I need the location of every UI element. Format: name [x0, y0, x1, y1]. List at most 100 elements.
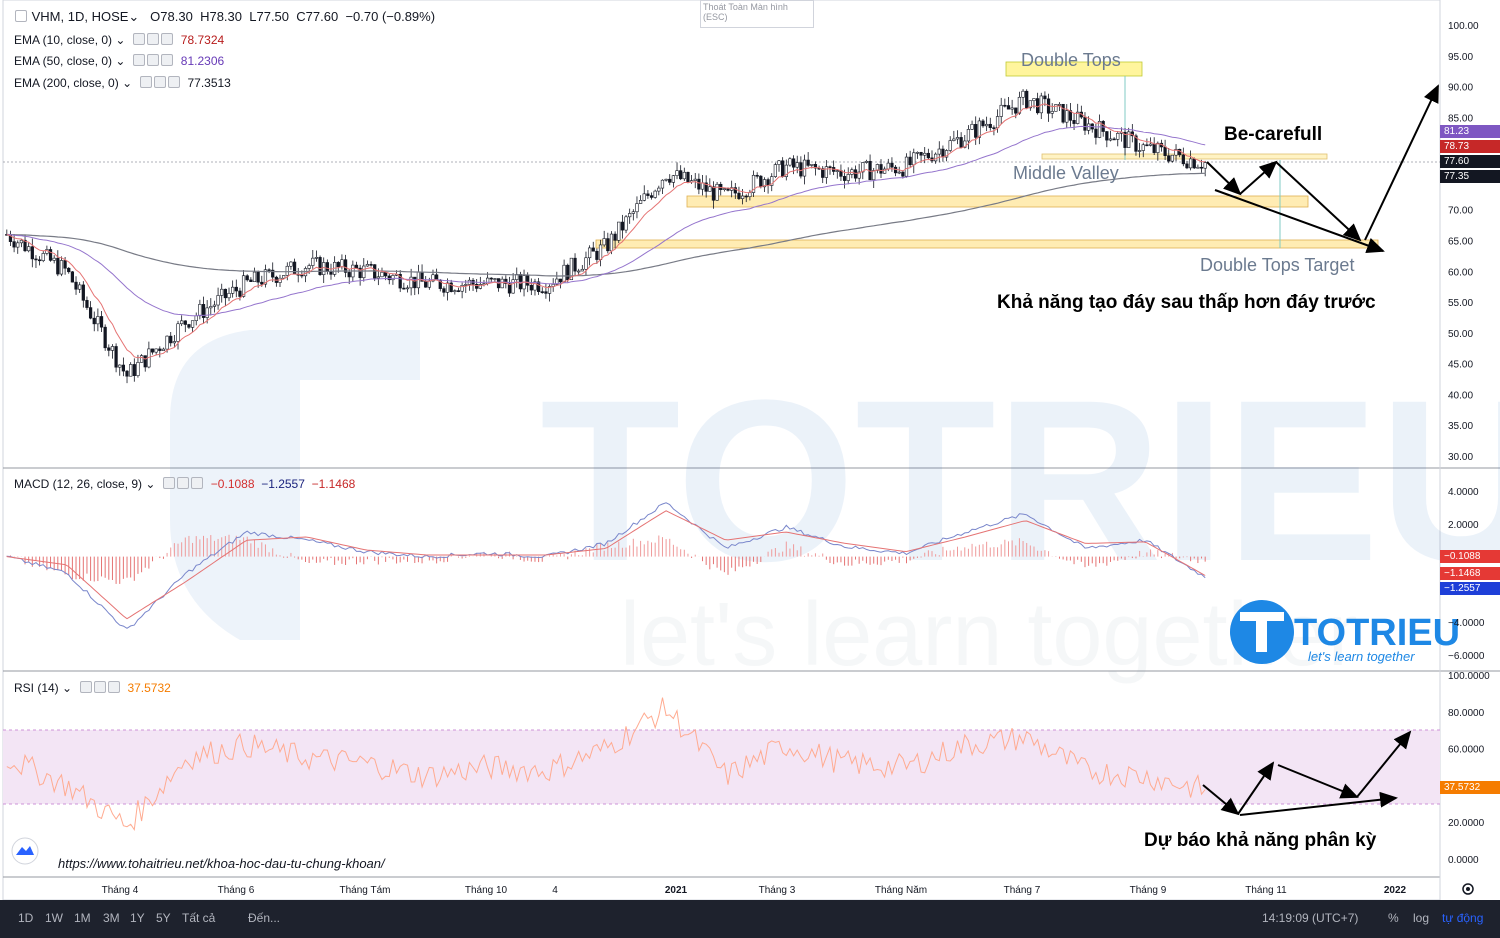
gear-icon[interactable]	[147, 54, 160, 66]
candle-body	[864, 160, 869, 163]
candle-body	[34, 258, 38, 261]
candle-body	[602, 238, 606, 246]
candle-body	[587, 247, 592, 259]
close-icon[interactable]	[161, 54, 174, 66]
candle-body	[180, 320, 184, 325]
exit-fullscreen-hint[interactable]: Thoát Toàn Màn hình (ESC)	[700, 0, 814, 28]
chevron-down-icon[interactable]: ⌄	[115, 54, 126, 68]
candle-body	[1072, 120, 1076, 124]
candle-body	[842, 176, 847, 181]
range-5y[interactable]: 5Y	[156, 911, 171, 925]
candle-body	[580, 268, 584, 272]
candle-body	[1196, 166, 1200, 169]
eye-icon[interactable]	[139, 76, 152, 88]
macd-tick-label: −4.0000	[1448, 618, 1485, 629]
candle-body	[566, 264, 570, 281]
time-tick-label: Tháng Năm	[875, 885, 927, 896]
eye-icon[interactable]	[79, 681, 92, 693]
candle-body	[966, 129, 971, 142]
gear-icon[interactable]	[93, 681, 106, 693]
chevron-down-icon[interactable]: ⌄	[62, 681, 73, 695]
course-url[interactable]: https://www.tohaitrieu.net/khoa-hoc-dau-…	[58, 856, 386, 871]
ema10-label[interactable]: EMA (10, close, 0)	[14, 33, 113, 47]
candle-body	[354, 264, 359, 269]
clock[interactable]: 14:19:09 (UTC+7)	[1262, 911, 1359, 925]
close-icon[interactable]	[191, 477, 204, 489]
eye-icon[interactable]	[133, 54, 146, 66]
range-all[interactable]: Tất cả	[182, 911, 216, 925]
eye-icon[interactable]	[133, 33, 146, 45]
gear-icon[interactable]	[177, 477, 190, 489]
time-tick-label: Tháng 7	[1004, 885, 1041, 896]
candle-body	[915, 152, 920, 154]
gear-icon[interactable]	[153, 76, 166, 88]
auto-toggle[interactable]: tự động	[1442, 911, 1484, 925]
price-tick-label: 60.00	[1448, 267, 1473, 278]
ema50-label[interactable]: EMA (50, close, 0)	[14, 54, 113, 68]
eye-icon[interactable]	[163, 477, 176, 489]
candle-body	[107, 347, 111, 351]
macd-label[interactable]: MACD (12, 26, close, 9)	[14, 477, 143, 491]
settings-gear-icon[interactable]	[1462, 883, 1474, 895]
candle-body	[391, 275, 395, 281]
chevron-down-icon[interactable]: ⌄	[122, 76, 133, 90]
range-1y[interactable]: 1Y	[130, 911, 145, 925]
ema200-label[interactable]: EMA (200, close, 0)	[14, 76, 119, 90]
range-3m[interactable]: 3M	[103, 911, 120, 925]
time-axis[interactable]: Tháng 4 Tháng 6 Tháng Tám Tháng 10 4 2021 Thán…	[102, 885, 1407, 896]
candle-body	[773, 164, 777, 177]
candle-body	[974, 124, 978, 138]
candle-body	[740, 195, 745, 199]
candle-body	[507, 283, 512, 294]
range-1w[interactable]: 1W	[45, 911, 63, 925]
candle-body	[1170, 154, 1175, 162]
candle-body	[424, 281, 428, 288]
close-icon[interactable]	[107, 681, 120, 693]
time-tick-label: 4	[552, 885, 558, 896]
candle-body	[431, 274, 435, 282]
close-icon[interactable]	[167, 76, 180, 88]
gear-icon[interactable]	[147, 33, 160, 45]
chevron-down-icon[interactable]: ⌄	[115, 33, 126, 47]
candle-body	[260, 281, 264, 285]
chevron-down-icon[interactable]: ⌄	[145, 477, 156, 491]
candle-body	[216, 295, 220, 306]
symbol-name[interactable]: VHM, 1D, HOSE	[31, 9, 129, 24]
middle-valley-label: Middle Valley	[1013, 163, 1119, 183]
rsi-tick-label: 80.0000	[1448, 708, 1485, 719]
close-icon[interactable]	[161, 33, 174, 45]
candle-body	[999, 104, 1003, 117]
candle-body	[504, 278, 508, 284]
candle-body	[1137, 150, 1142, 152]
candle-body	[336, 262, 340, 268]
candle-body	[835, 170, 839, 172]
candle-body	[398, 274, 402, 289]
collapse-icon[interactable]	[15, 10, 27, 22]
candle-body	[540, 291, 544, 293]
candle-body	[307, 265, 311, 269]
range-1d[interactable]: 1D	[18, 911, 34, 925]
candle-body	[1097, 121, 1102, 138]
candle-body	[536, 281, 541, 292]
log-toggle[interactable]: log	[1413, 911, 1430, 925]
percent-toggle[interactable]: %	[1388, 911, 1399, 925]
candle-body	[1032, 98, 1036, 102]
goto-date-button[interactable]: Đến...	[248, 911, 281, 925]
chevron-down-icon[interactable]: ⌄	[128, 9, 140, 24]
candle-body	[318, 257, 322, 275]
tradingview-logo-icon[interactable]	[11, 837, 39, 865]
candle-body	[449, 282, 453, 292]
candle-body	[799, 162, 803, 177]
rsi-label[interactable]: RSI (14)	[14, 681, 59, 695]
macd-value: −1.2557	[261, 477, 305, 491]
range-1m[interactable]: 1M	[74, 911, 91, 925]
candle-body	[529, 284, 533, 291]
candle-body	[952, 138, 956, 141]
rsi-axis[interactable]: 100.000080.000060.000040.000020.00000.00…	[1448, 671, 1490, 866]
candle-body	[1010, 107, 1014, 110]
candle-body	[139, 355, 144, 363]
candle-body	[904, 156, 909, 177]
candle-body	[810, 163, 814, 166]
candle-body	[598, 244, 603, 260]
